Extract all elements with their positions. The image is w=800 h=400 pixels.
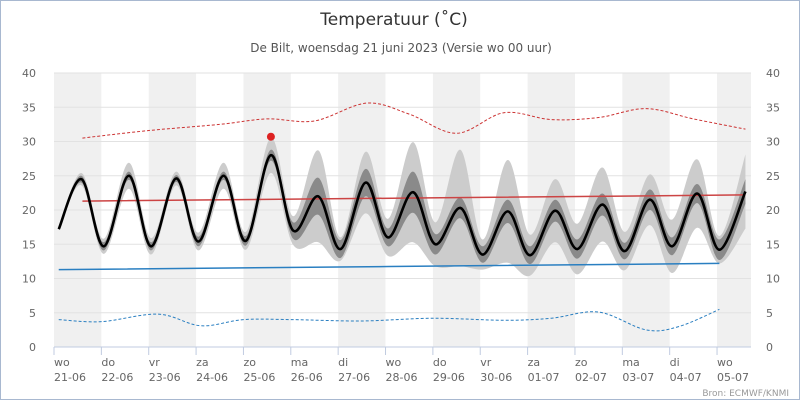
y-tick-label-left: 10 xyxy=(22,273,36,286)
y-tick-label-left: 25 xyxy=(22,170,36,183)
series-normaal-minimum xyxy=(58,262,720,271)
x-tick-day: vr xyxy=(480,356,492,369)
x-tick-date: 22-06 xyxy=(101,371,133,384)
series-record-minimum xyxy=(58,308,720,332)
y-tick-label-left: 0 xyxy=(29,341,36,354)
y-tick-label-right: 10 xyxy=(766,273,780,286)
x-tick-day: za xyxy=(528,356,541,369)
y-tick-label-right: 5 xyxy=(766,307,773,320)
y-tick-label-left: 40 xyxy=(22,67,36,80)
x-tick-date: 29-06 xyxy=(433,371,465,384)
x-tick-day: do xyxy=(101,356,115,369)
x-tick-day: wo xyxy=(717,356,733,369)
x-tick-date: 28-06 xyxy=(386,371,418,384)
median-line xyxy=(57,153,747,257)
source-label: Bron: ECMWF/KNMI xyxy=(702,389,789,399)
chart-subtitle: De Bilt, woensdag 21 juni 2023 (Versie w… xyxy=(250,41,552,55)
x-tick-date: 02-07 xyxy=(575,371,607,384)
y-tick-label-left: 30 xyxy=(22,136,36,149)
x-tick-date: 03-07 xyxy=(622,371,654,384)
observed-max-point xyxy=(266,132,275,141)
y-tick-label-right: 30 xyxy=(766,136,780,149)
y-tick-label-left: 35 xyxy=(22,101,36,114)
y-tick-label-right: 20 xyxy=(766,204,780,217)
x-tick-day: wo xyxy=(54,356,70,369)
series-normaal-maximum xyxy=(82,194,746,202)
x-tick-date: 27-06 xyxy=(338,371,370,384)
y-tick-label-right: 25 xyxy=(766,170,780,183)
y-tick-label-right: 40 xyxy=(766,67,780,80)
x-tick-date: 24-06 xyxy=(196,371,228,384)
x-tick-day: vr xyxy=(149,356,161,369)
x-tick-day: zo xyxy=(243,356,256,369)
y-tick-label-left: 5 xyxy=(29,307,36,320)
x-tick-date: 21-06 xyxy=(54,371,86,384)
x-tick-day: wo xyxy=(386,356,402,369)
x-tick-day: ma xyxy=(291,356,308,369)
y-tick-label-right: 35 xyxy=(766,101,780,114)
x-tick-date: 05-07 xyxy=(717,371,749,384)
x-tick-date: 26-06 xyxy=(291,371,323,384)
y-tick-label-right: 15 xyxy=(766,238,780,251)
x-tick-date: 25-06 xyxy=(243,371,275,384)
x-tick-day: za xyxy=(196,356,209,369)
x-tick-day: do xyxy=(433,356,447,369)
x-tick-date: 23-06 xyxy=(149,371,181,384)
chart-title: Temperatuur (˚C) xyxy=(319,9,467,30)
x-tick-day: di xyxy=(670,356,680,369)
x-tick-day: di xyxy=(338,356,348,369)
y-tick-label-left: 20 xyxy=(22,204,36,217)
x-tick-date: 30-06 xyxy=(480,371,512,384)
inner-spread-band xyxy=(58,149,746,265)
series-record-maximum xyxy=(82,102,746,139)
x-tick-date: 01-07 xyxy=(528,371,560,384)
y-tick-label-left: 15 xyxy=(22,238,36,251)
y-tick-label-right: 0 xyxy=(766,341,773,354)
x-tick-day: zo xyxy=(575,356,588,369)
x-tick-day: ma xyxy=(622,356,639,369)
x-tick-date: 04-07 xyxy=(670,371,702,384)
